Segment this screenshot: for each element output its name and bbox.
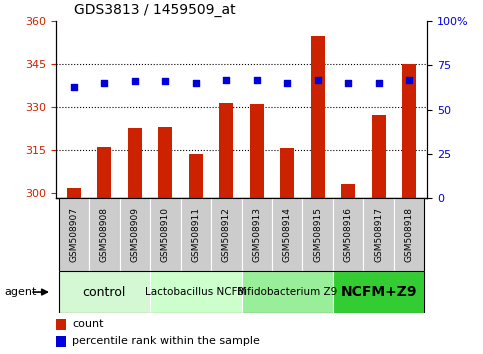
Text: GSM508916: GSM508916 [344,207,353,262]
Point [222,77,230,82]
Bar [311,35,325,198]
Bar [89,198,120,271]
Bar [219,103,233,198]
Text: GSM508918: GSM508918 [405,207,413,262]
Bar [242,271,333,313]
Text: GSM508912: GSM508912 [222,207,231,262]
Text: GSM508913: GSM508913 [252,207,261,262]
Bar [272,198,302,271]
Point [314,77,322,82]
Text: GSM508915: GSM508915 [313,207,322,262]
Bar [372,115,385,198]
Text: count: count [72,319,104,329]
Text: GSM508917: GSM508917 [374,207,383,262]
Bar [150,198,181,271]
Bar [150,271,242,313]
Bar [58,198,89,271]
Bar [341,184,355,198]
Bar [363,198,394,271]
Text: agent: agent [5,287,37,297]
Text: NCFM+Z9: NCFM+Z9 [341,285,417,299]
Bar [158,127,172,198]
Text: Bifidobacterium Z9: Bifidobacterium Z9 [237,287,337,297]
Text: GSM508910: GSM508910 [161,207,170,262]
Bar [189,154,203,198]
Bar [394,198,425,271]
Text: GSM508914: GSM508914 [283,207,292,262]
Text: Lactobacillus NCFM: Lactobacillus NCFM [145,287,246,297]
Bar [242,198,272,271]
Bar [302,198,333,271]
Bar [120,198,150,271]
Bar [56,336,66,347]
Text: GDS3813 / 1459509_at: GDS3813 / 1459509_at [74,4,236,17]
Bar [211,198,242,271]
Text: GSM508909: GSM508909 [130,207,139,262]
Bar [333,198,363,271]
Text: control: control [83,286,126,298]
Text: percentile rank within the sample: percentile rank within the sample [72,336,260,346]
Point [344,80,352,86]
Point [405,77,413,82]
Bar [280,148,294,198]
Point [284,80,291,86]
Text: GSM508907: GSM508907 [70,207,78,262]
Bar [250,104,264,198]
Point [161,79,169,84]
Text: GSM508908: GSM508908 [100,207,109,262]
Bar [67,188,81,198]
Point [100,80,108,86]
Point [253,77,261,82]
Point [131,79,139,84]
Bar [128,128,142,198]
Bar [333,271,425,313]
Point [70,84,78,90]
Bar [56,319,66,330]
Bar [181,198,211,271]
Bar [402,64,416,198]
Text: GSM508911: GSM508911 [191,207,200,262]
Bar [98,147,111,198]
Bar [58,271,150,313]
Point [192,80,199,86]
Point [375,80,383,86]
